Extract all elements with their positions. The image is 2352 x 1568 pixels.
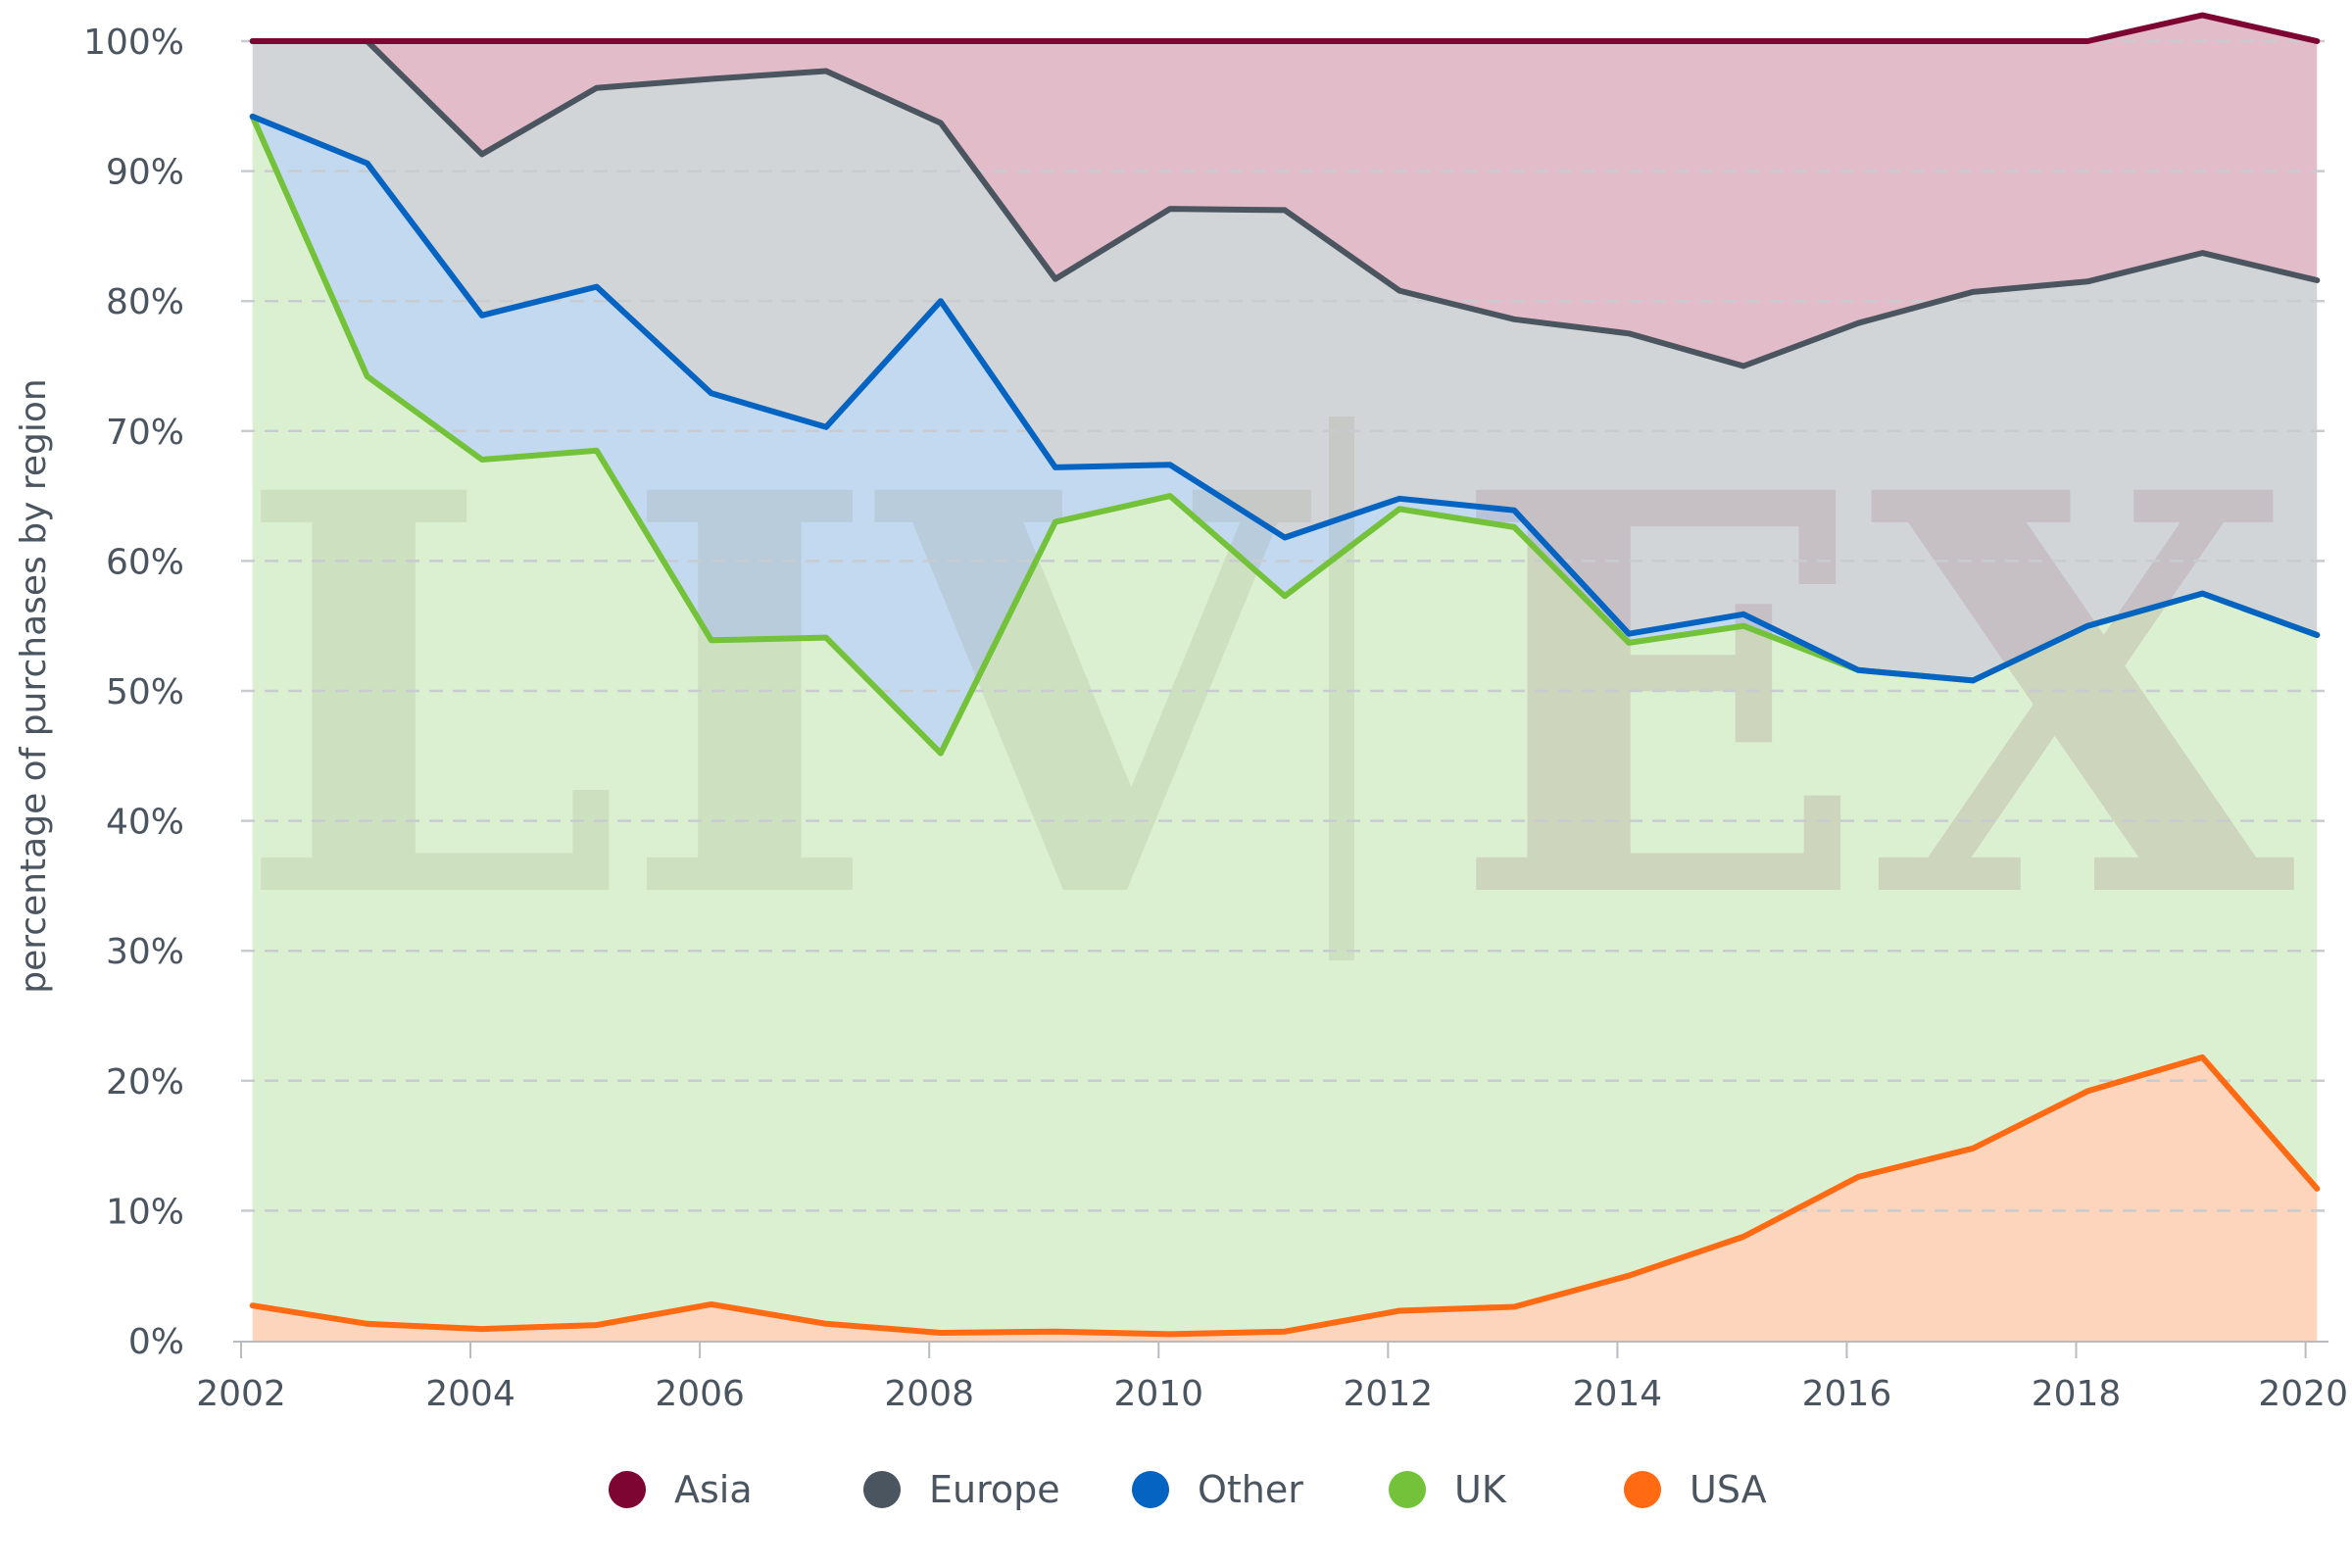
- legend-item-uk[interactable]: UK: [1389, 1468, 1507, 1511]
- legend-marker: [1132, 1471, 1169, 1508]
- x-axis-ticks: 2002 2004 2006 2008 2010 2012 2014 2016 2018 2020: [196, 1342, 2348, 1414]
- x-tick-label: 2004: [425, 1374, 515, 1414]
- y-tick-label: 10%: [106, 1192, 184, 1232]
- legend-marker: [863, 1471, 901, 1508]
- y-tick-label: 60%: [106, 542, 184, 582]
- y-tick-label: 0%: [128, 1322, 184, 1362]
- watermark-text-right: EX: [1450, 375, 2297, 1020]
- legend-label: Asia: [674, 1468, 753, 1511]
- area-uk: [252, 116, 2318, 1335]
- y-tick-label: 70%: [106, 413, 184, 453]
- watermark-text-left: LIV: [235, 375, 1315, 1020]
- watermark-divider: [1329, 416, 1354, 960]
- area-other: [252, 116, 2318, 754]
- area-asia: [252, 15, 2318, 367]
- area-usa: [252, 1056, 2318, 1341]
- x-tick-label: 2020: [2258, 1374, 2348, 1414]
- legend-label: Other: [1198, 1468, 1303, 1511]
- legend-marker: [1624, 1471, 1661, 1508]
- y-tick-label: 80%: [106, 282, 184, 322]
- y-tick-label: 30%: [106, 932, 184, 972]
- legend-item-asia[interactable]: Asia: [609, 1468, 753, 1511]
- series-lines: [249, 12, 2321, 1338]
- y-axis-ticks: 0% 10% 20% 30% 40% 50% 60% 70% 80% 90% 100%: [83, 23, 184, 1362]
- legend-item-usa[interactable]: USA: [1624, 1468, 1767, 1511]
- watermark-logo: LIV EX: [235, 375, 2297, 1020]
- y-axis-label: percentage of purchases by region: [14, 378, 54, 993]
- y-tick-label: 90%: [106, 153, 184, 193]
- legend-label: USA: [1690, 1468, 1767, 1511]
- legend-item-other[interactable]: Other: [1132, 1468, 1303, 1511]
- legend-label: Europe: [929, 1468, 1060, 1511]
- y-tick-label: 100%: [83, 23, 184, 63]
- legend-marker: [609, 1471, 646, 1508]
- x-tick-label: 2012: [1344, 1374, 1434, 1414]
- legend-marker: [1389, 1471, 1426, 1508]
- x-tick-label: 2006: [655, 1374, 745, 1414]
- legend-item-europe[interactable]: Europe: [863, 1468, 1060, 1511]
- area-europe: [252, 41, 2318, 681]
- legend: Asia Europe Other UK USA: [609, 1468, 1767, 1511]
- x-tick-label: 2014: [1573, 1374, 1663, 1414]
- line-europe: [249, 38, 2321, 369]
- area-layer: [252, 15, 2318, 1341]
- line-asia: [249, 12, 2321, 44]
- line-usa: [249, 1054, 2321, 1338]
- x-tick-label: 2018: [2032, 1374, 2122, 1414]
- x-tick-label: 2008: [884, 1374, 974, 1414]
- y-tick-label: 20%: [106, 1062, 184, 1102]
- line-other: [249, 113, 2321, 684]
- y-tick-label: 50%: [106, 672, 184, 712]
- x-tick-label: 2002: [196, 1374, 286, 1414]
- gridlines: [233, 39, 2328, 1343]
- x-tick-label: 2016: [1802, 1374, 1892, 1414]
- x-tick-label: 2010: [1113, 1374, 1203, 1414]
- legend-label: UK: [1454, 1468, 1507, 1511]
- y-tick-label: 40%: [106, 803, 184, 843]
